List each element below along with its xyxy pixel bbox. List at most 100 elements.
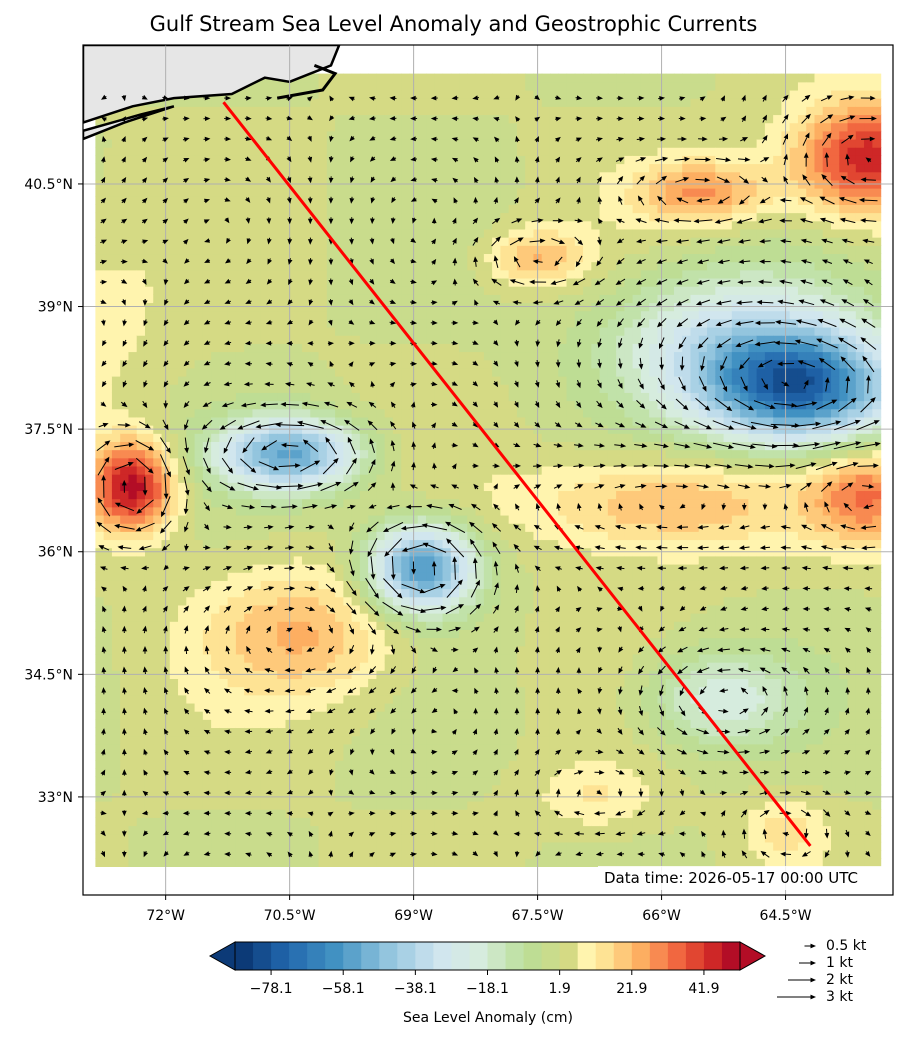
sla-cell	[211, 825, 220, 835]
sla-cell	[219, 106, 229, 116]
sla-cell	[359, 318, 369, 328]
sla-cell	[219, 588, 229, 598]
sla-cell	[368, 261, 378, 271]
sla-cell	[178, 416, 187, 426]
sla-cell	[434, 73, 444, 83]
sla-cell	[392, 858, 402, 867]
sla-cell	[467, 686, 477, 696]
sla-cell	[120, 653, 130, 663]
sla-cell	[293, 359, 303, 369]
sla-cell	[376, 711, 386, 720]
sla-cell	[401, 531, 411, 541]
sla-cell	[136, 310, 146, 320]
sla-cell	[392, 711, 402, 720]
sla-cell	[252, 98, 262, 107]
sla-cell	[492, 702, 501, 712]
sla-cell	[95, 686, 105, 696]
sla-cell	[103, 776, 113, 786]
sla-cell	[450, 188, 460, 197]
sla-cell	[153, 514, 163, 524]
sla-cell	[359, 850, 369, 859]
sla-cell	[442, 155, 452, 165]
sla-cell	[111, 367, 121, 377]
sla-cell	[417, 694, 427, 704]
sla-cell	[343, 122, 353, 132]
sla-cell	[442, 400, 452, 410]
sla-cell	[178, 343, 187, 353]
sla-cell	[442, 408, 452, 418]
sla-cell	[169, 490, 179, 500]
sla-cell	[202, 474, 212, 483]
sla-cell	[227, 400, 237, 410]
sla-cell	[136, 474, 146, 483]
sla-cell	[459, 760, 468, 769]
sla-cell	[128, 514, 138, 524]
sla-cell	[359, 269, 369, 279]
sla-cell	[467, 433, 477, 442]
sla-cell	[310, 359, 320, 369]
sla-cell	[235, 286, 245, 295]
sla-cell	[111, 686, 121, 696]
sla-cell	[401, 482, 411, 492]
sla-cell	[434, 89, 444, 99]
sla-cell	[310, 228, 320, 238]
sla-cell	[426, 776, 435, 786]
sla-cell	[293, 514, 303, 524]
sla-cell	[516, 531, 526, 541]
sla-cell	[401, 147, 411, 156]
sla-cell	[475, 416, 485, 426]
sla-cell	[500, 825, 510, 835]
sla-cell	[186, 465, 196, 475]
sla-cell	[508, 147, 518, 156]
sla-cell	[128, 237, 138, 246]
sla-cell	[508, 613, 518, 622]
sla-cell	[136, 441, 146, 451]
sla-cell	[120, 555, 130, 565]
sla-cell	[351, 310, 361, 320]
sla-cell	[475, 735, 485, 745]
sla-cell	[492, 662, 501, 671]
sla-cell	[459, 474, 468, 483]
sla-cell	[268, 147, 278, 156]
sla-cell	[153, 539, 163, 549]
sla-cell	[368, 89, 378, 99]
sla-cell	[302, 653, 311, 663]
sla-cell	[293, 237, 303, 246]
sla-cell	[508, 228, 518, 238]
sla-cell	[434, 155, 444, 165]
sla-cell	[178, 376, 187, 385]
sla-cell	[136, 613, 146, 622]
sla-cell	[475, 188, 485, 197]
sla-cell	[376, 98, 386, 107]
sla-cell	[335, 326, 344, 336]
sla-cell	[351, 629, 361, 639]
sla-cell	[483, 563, 493, 573]
sla-cell	[483, 122, 493, 132]
sla-cell	[268, 809, 278, 818]
sla-cell	[235, 629, 245, 639]
sla-cell	[384, 204, 394, 214]
sla-cell	[359, 212, 369, 222]
sla-cell	[475, 147, 485, 156]
sla-cell	[392, 465, 402, 475]
sla-cell	[219, 850, 229, 859]
sla-cell	[252, 89, 262, 99]
sla-cell	[178, 384, 187, 393]
sla-cell	[450, 498, 460, 508]
sla-cell	[459, 490, 468, 500]
sla-cell	[508, 73, 518, 83]
sla-cell	[277, 81, 287, 91]
sla-cell	[467, 776, 477, 786]
sla-cell	[211, 237, 220, 246]
sla-cell	[359, 237, 369, 246]
sla-cell	[417, 449, 427, 459]
sla-cell	[417, 392, 427, 402]
sla-cell	[508, 743, 518, 753]
sla-cell	[508, 694, 518, 704]
sla-cell	[459, 237, 468, 246]
sla-cell	[450, 506, 460, 516]
sla-cell	[194, 318, 204, 328]
sla-cell	[417, 719, 427, 729]
sla-cell	[103, 384, 113, 393]
sla-cell	[368, 498, 378, 508]
